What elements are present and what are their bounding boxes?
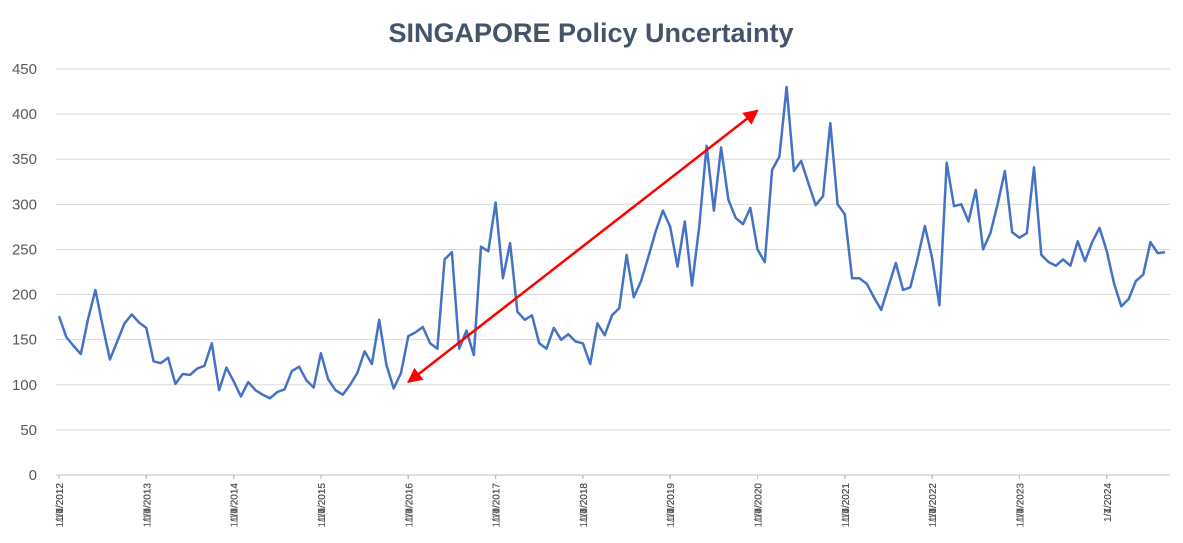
x-tick-label: 1/4/2020	[754, 483, 765, 522]
x-tick-label: 1/10/2023	[1015, 483, 1026, 528]
y-tick-label: 400	[12, 106, 37, 123]
x-tick-label: 1/7/2013	[142, 483, 153, 522]
trend-arrow	[407, 109, 759, 384]
x-tick-label: 1/1/2017	[492, 483, 503, 522]
x-tick-label: 1/7/2016	[404, 483, 415, 522]
y-tick-label: 150	[12, 332, 37, 349]
x-tick-label: 1/1/2014	[230, 483, 241, 522]
x-tick-label: 1/10/2013	[142, 483, 153, 528]
x-tick-label: 1/7/2015	[317, 483, 328, 522]
x-tick-label: 1/4/2017	[492, 483, 503, 522]
x-tick-label: 1/10/2020	[754, 483, 765, 528]
y-tick-label: 350	[12, 151, 37, 168]
x-tick-label: 1/10/2015	[317, 483, 328, 528]
x-tick-label: 1/4/2013	[142, 483, 153, 522]
y-tick-label: 300	[12, 196, 37, 213]
x-tick-label: 1/10/2021	[841, 483, 852, 528]
x-tick-label: 1/7/2020	[754, 483, 765, 522]
x-tick-label: 1/4/2022	[928, 483, 939, 522]
x-tick-label: 1/10/2022	[928, 483, 939, 528]
x-tick-label: 1/4/2021	[841, 483, 852, 522]
x-tick-label: 1/1/2018	[579, 483, 590, 522]
y-tick-label: 450	[12, 61, 37, 78]
y-tick-label: 100	[12, 377, 37, 394]
y-tick-label: 250	[12, 241, 37, 258]
annotation-layer	[407, 109, 759, 384]
y-axis-ticks: 0 50 100 150 200 250 300 350 400 450	[12, 61, 37, 484]
x-tick-label: 1/4/2019	[666, 483, 677, 522]
x-tick-label: 1/4/2023	[1015, 483, 1026, 522]
x-tick-label: 1/7/2019	[666, 483, 677, 522]
series-layer	[57, 85, 1166, 400]
x-tick-label: 1/7/2017	[492, 483, 503, 522]
x-tick-label: 1/10/2019	[666, 483, 677, 528]
x-tick-label: 1/1/2013	[142, 483, 153, 522]
x-tick-label: 1/7/2018	[579, 483, 590, 522]
x-tick-label: 1/1/2021	[841, 483, 852, 522]
x-tick-label: 1/1/2024	[1103, 483, 1114, 522]
x-tick-label: 1/10/2012	[55, 483, 66, 528]
x-tick-label: 1/1/2016	[404, 483, 415, 522]
x-tick-label: 1/1/2023	[1015, 483, 1026, 522]
x-tick-label: 1/4/2018	[579, 483, 590, 522]
y-tick-label: 50	[20, 422, 37, 439]
x-tick-label: 1/7/2023	[1015, 483, 1026, 522]
x-tick-label: 1/1/2022	[928, 483, 939, 522]
x-tick-label: 1/1/2012	[55, 483, 66, 522]
x-tick-label: 1/4/2016	[404, 483, 415, 522]
x-tick-label: 1/7/2024	[1103, 483, 1114, 522]
x-tick-label: 1/10/2016	[404, 483, 415, 528]
x-tick-label: 1/4/2014	[230, 483, 241, 522]
x-tick-label: 1/1/2019	[666, 483, 677, 522]
x-tick-label: 1/7/2014	[230, 483, 241, 522]
x-tick-label: 1/4/2015	[317, 483, 328, 522]
chart-title: SINGAPORE Policy Uncertainty	[388, 18, 793, 48]
y-tick-label: 200	[12, 287, 37, 304]
x-tick-label: 1/1/2015	[317, 483, 328, 522]
series-line	[57, 85, 1166, 400]
y-tick-label: 0	[29, 467, 37, 484]
x-tick-label: 1/7/2021	[841, 483, 852, 522]
x-tick-label: 1/4/2024	[1103, 483, 1114, 522]
x-tick-label: 1/10/2014	[230, 483, 241, 528]
x-tick-label: 1/4/2012	[55, 483, 66, 522]
x-tick-label: 1/10/2017	[492, 483, 503, 528]
x-tick-label: 1/1/2020	[754, 483, 765, 522]
x-tick-label: 1/7/2022	[928, 483, 939, 522]
x-tick-label: 1/7/2012	[55, 483, 66, 522]
x-tick-label: 1/10/2018	[579, 483, 590, 528]
